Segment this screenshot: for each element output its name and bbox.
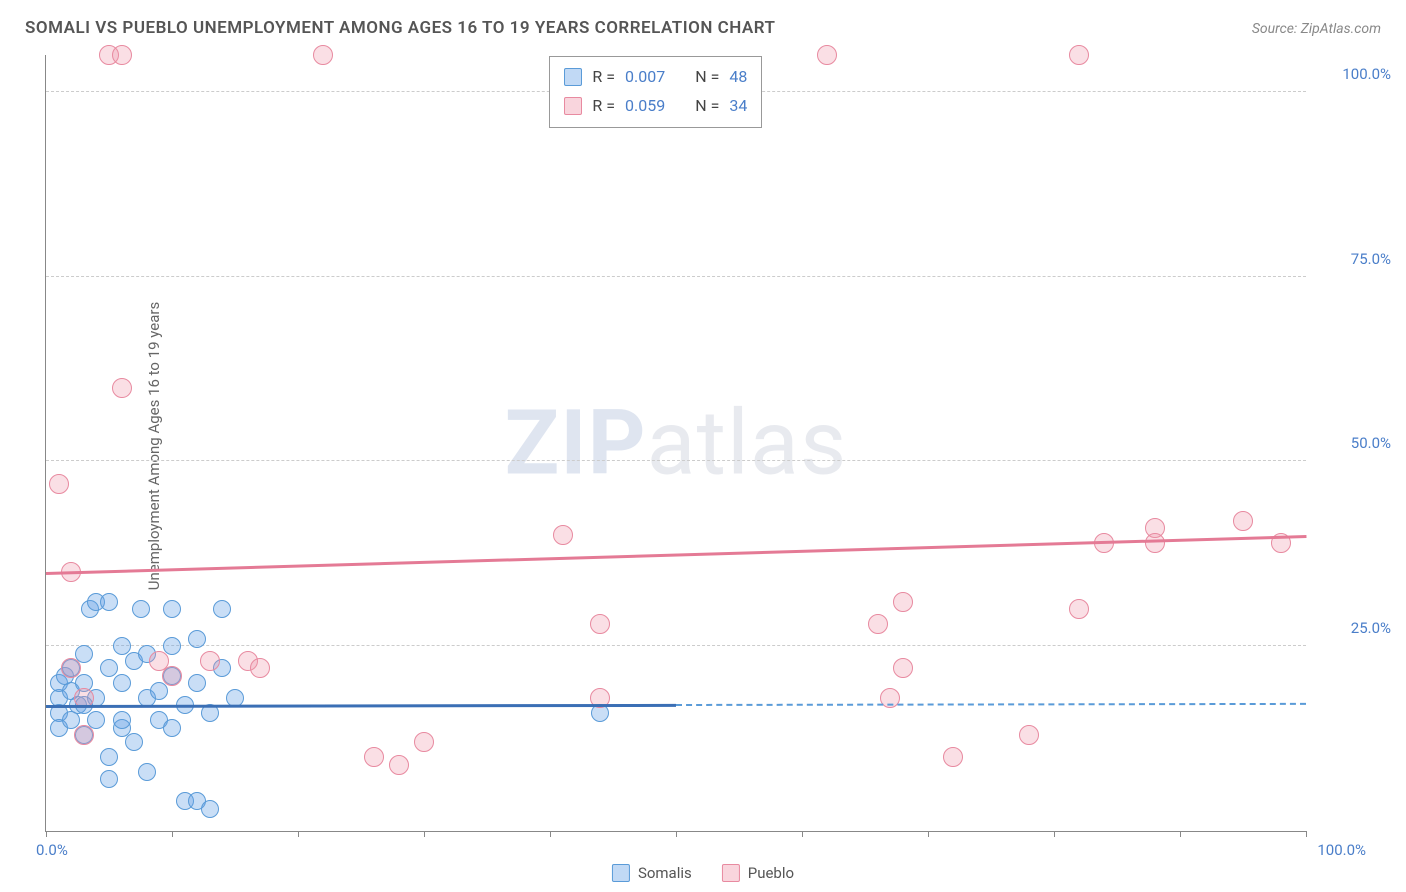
legend-stats: R = 0.007 N = 48 R = 0.059 N = 34	[549, 56, 762, 128]
scatter-plot: ZIPatlas 25.0%50.0%75.0%100.0%0.0%100.0%	[45, 55, 1306, 832]
x-tick	[424, 831, 425, 837]
data-point	[188, 630, 206, 648]
data-point	[100, 770, 118, 788]
data-point	[590, 614, 610, 634]
data-point	[100, 659, 118, 677]
data-point	[61, 658, 81, 678]
x-tick-label: 0.0%	[36, 841, 68, 859]
data-point	[100, 593, 118, 611]
data-point	[817, 45, 837, 65]
trend-line	[46, 704, 676, 708]
data-point	[138, 763, 156, 781]
trend-line	[46, 535, 1306, 574]
data-point	[250, 658, 270, 678]
data-point	[553, 525, 573, 545]
n-value: 34	[729, 92, 747, 121]
x-tick	[1306, 831, 1307, 837]
legend-swatch	[564, 97, 582, 115]
data-point	[943, 747, 963, 767]
data-point	[132, 600, 150, 618]
n-label: N =	[695, 63, 719, 92]
legend-swatch	[612, 864, 630, 882]
r-label: R =	[592, 92, 615, 121]
gridline	[46, 276, 1306, 277]
data-point	[893, 658, 913, 678]
data-point	[389, 755, 409, 775]
x-tick	[676, 831, 677, 837]
watermark: ZIPatlas	[505, 391, 848, 496]
data-point	[113, 674, 131, 692]
gridline	[46, 645, 1306, 646]
data-point	[414, 732, 434, 752]
r-value: 0.059	[625, 92, 665, 121]
legend-row: R = 0.059 N = 34	[564, 92, 747, 121]
chart-title: SOMALI VS PUEBLO UNEMPLOYMENT AMONG AGES…	[25, 18, 775, 38]
x-tick	[928, 831, 929, 837]
legend-row: R = 0.007 N = 48	[564, 63, 747, 92]
r-value: 0.007	[625, 63, 665, 92]
data-point	[113, 711, 131, 729]
legend-bottom: Somalis Pueblo	[612, 864, 794, 882]
data-point	[74, 725, 94, 745]
header-row: SOMALI VS PUEBLO UNEMPLOYMENT AMONG AGES…	[25, 18, 1381, 38]
gridline	[46, 460, 1306, 461]
data-point	[1019, 725, 1039, 745]
data-point	[112, 45, 132, 65]
data-point	[364, 747, 384, 767]
y-tick-label: 25.0%	[1316, 619, 1391, 637]
y-tick-label: 50.0%	[1316, 434, 1391, 452]
n-label: N =	[695, 92, 719, 121]
data-point	[1069, 599, 1089, 619]
x-tick	[1180, 831, 1181, 837]
data-point	[113, 637, 131, 655]
data-point	[163, 719, 181, 737]
data-point	[188, 674, 206, 692]
legend-label: Pueblo	[748, 864, 794, 882]
data-point	[49, 474, 69, 494]
y-tick-label: 75.0%	[1316, 250, 1391, 268]
data-point	[213, 600, 231, 618]
x-tick	[172, 831, 173, 837]
x-tick	[1054, 831, 1055, 837]
data-point	[125, 733, 143, 751]
data-point	[893, 592, 913, 612]
trend-line	[676, 703, 1306, 706]
data-point	[313, 45, 333, 65]
data-point	[162, 666, 182, 686]
r-label: R =	[592, 63, 615, 92]
x-tick	[298, 831, 299, 837]
legend-item: Pueblo	[722, 864, 794, 882]
x-tick	[550, 831, 551, 837]
data-point	[200, 651, 220, 671]
data-point	[201, 800, 219, 818]
y-tick-label: 100.0%	[1316, 65, 1391, 83]
data-point	[1233, 511, 1253, 531]
n-value: 48	[729, 63, 747, 92]
legend-item: Somalis	[612, 864, 692, 882]
data-point	[112, 378, 132, 398]
legend-swatch	[564, 68, 582, 86]
x-tick-label: 100.0%	[1317, 841, 1366, 859]
legend-swatch	[722, 864, 740, 882]
source-text: Source: ZipAtlas.com	[1252, 21, 1381, 37]
legend-label: Somalis	[638, 864, 692, 882]
data-point	[868, 614, 888, 634]
x-tick	[46, 831, 47, 837]
data-point	[100, 748, 118, 766]
x-tick	[802, 831, 803, 837]
data-point	[163, 600, 181, 618]
data-point	[1069, 45, 1089, 65]
data-point	[1145, 533, 1165, 553]
